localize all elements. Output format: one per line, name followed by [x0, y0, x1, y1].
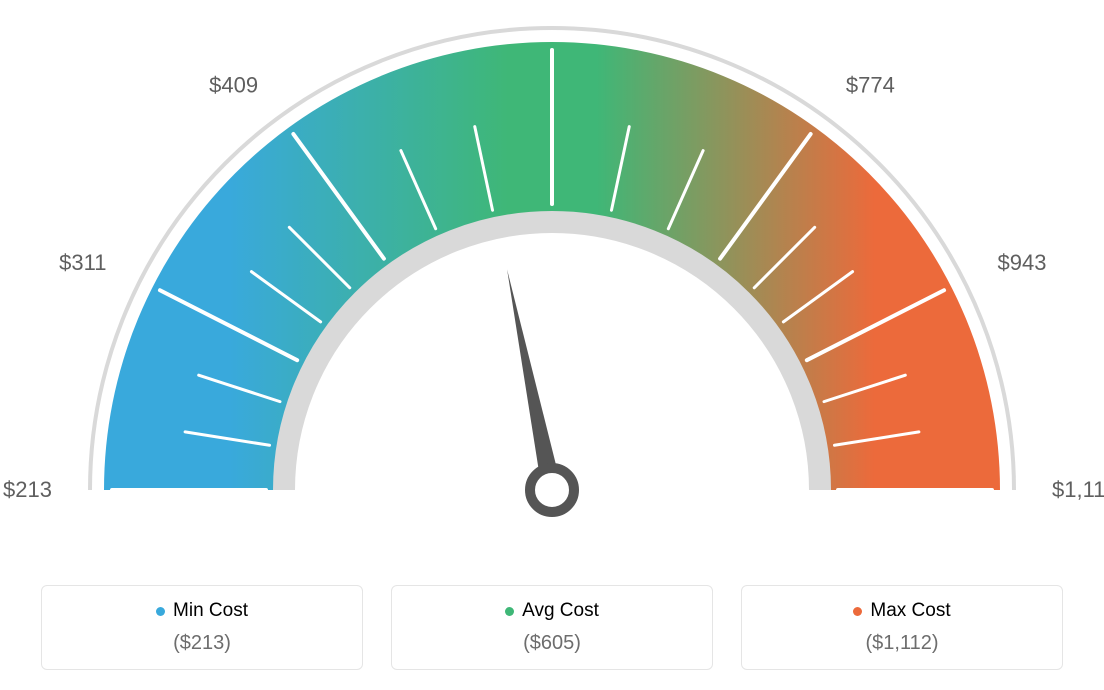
- gauge: $213 $311 $409 $605 $774 $943 $1,112: [0, 0, 1104, 560]
- dot-icon: [156, 607, 165, 616]
- legend-value-avg: ($605): [392, 632, 712, 655]
- gauge-tick-label: $774: [846, 72, 895, 97]
- gauge-chart-container: $213 $311 $409 $605 $774 $943 $1,112 Min Cost …: [0, 0, 1104, 690]
- legend-label-avg: Avg Cost: [522, 600, 599, 622]
- gauge-tick-label: $943: [998, 250, 1047, 275]
- legend-value-min: ($213): [42, 632, 362, 655]
- legend-card-min: Min Cost ($213): [41, 585, 363, 670]
- gauge-tick-label: $605: [528, 0, 577, 2]
- dot-icon: [505, 607, 514, 616]
- legend-label-max: Max Cost: [870, 600, 950, 622]
- legend-title-max: Max Cost: [853, 600, 950, 622]
- legend-title-avg: Avg Cost: [505, 600, 599, 622]
- dot-icon: [853, 607, 862, 616]
- legend-row: Min Cost ($213) Avg Cost ($605) Max Cost…: [0, 585, 1104, 670]
- gauge-tick-label: $311: [59, 250, 106, 275]
- gauge-tick-label: $409: [209, 72, 258, 97]
- legend-value-max: ($1,112): [742, 632, 1062, 655]
- legend-label-min: Min Cost: [173, 600, 248, 622]
- gauge-tick-label: $213: [3, 477, 52, 502]
- legend-title-min: Min Cost: [156, 600, 248, 622]
- legend-card-max: Max Cost ($1,112): [741, 585, 1063, 670]
- legend-card-avg: Avg Cost ($605): [391, 585, 713, 670]
- gauge-tick-label: $1,112: [1052, 477, 1104, 502]
